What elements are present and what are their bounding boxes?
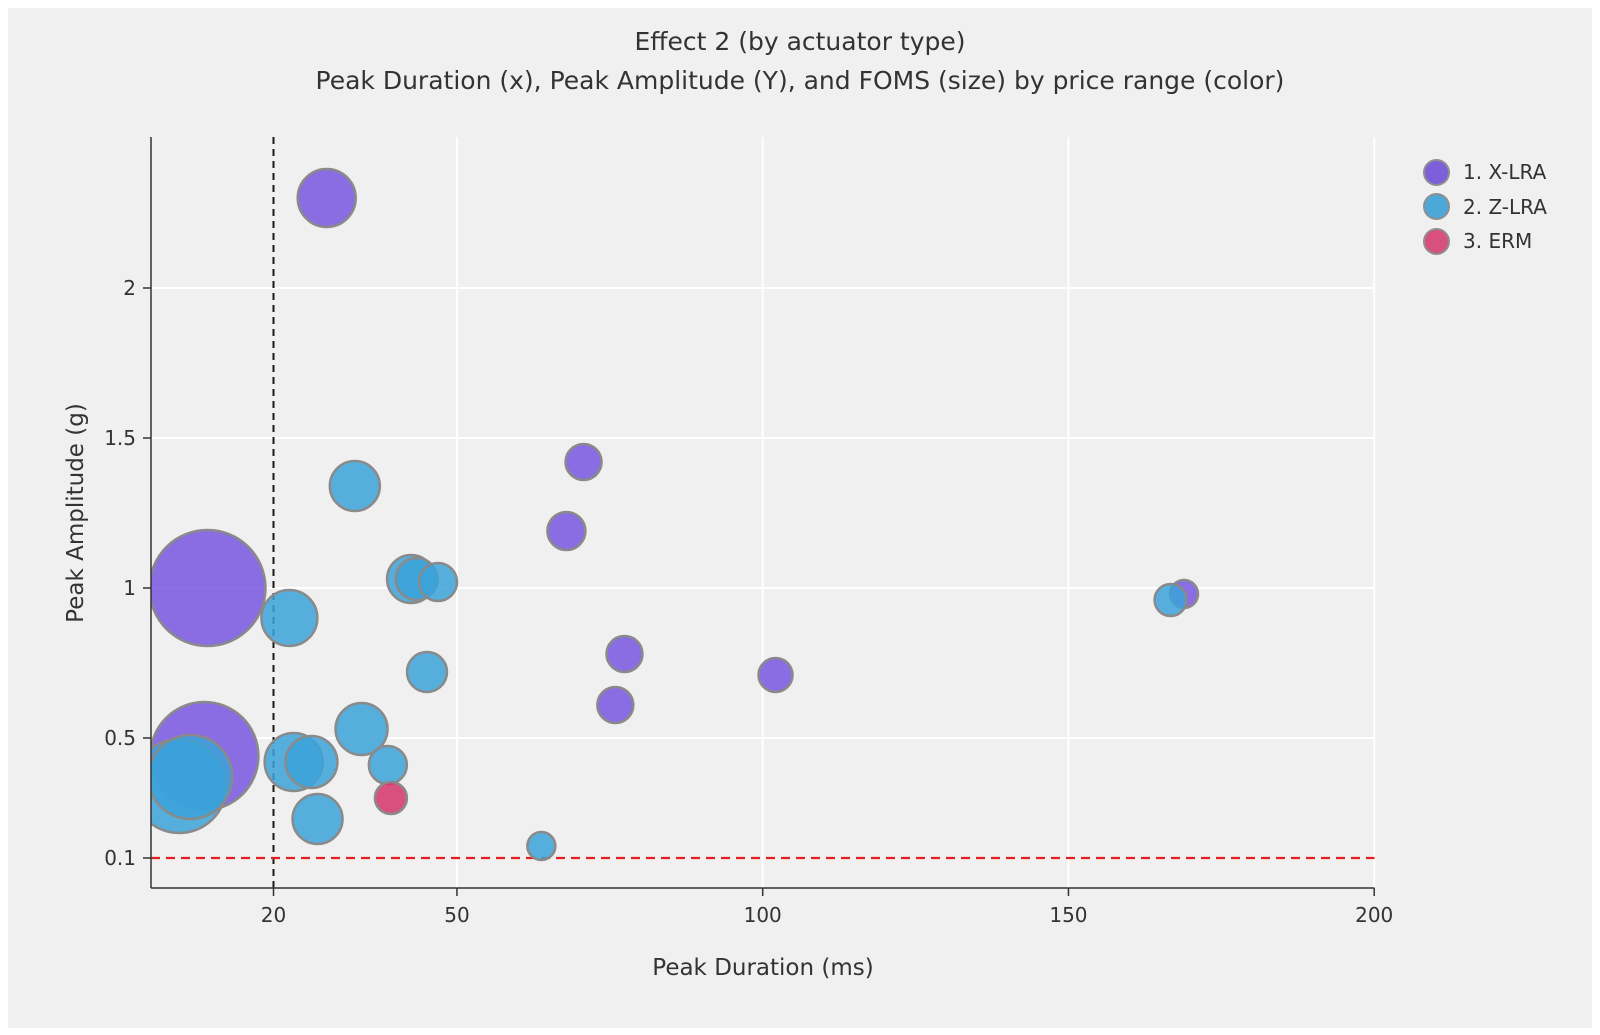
bubble-x-lra[interactable] [757, 656, 794, 694]
bubbles-layer [148, 167, 1200, 862]
bubble-z-lra[interactable] [1153, 582, 1188, 618]
bubble-erm[interactable] [373, 780, 409, 816]
x-tick-label: 150 [1049, 903, 1087, 927]
legend-item-erm[interactable]: 3. ERM [1423, 224, 1547, 259]
legend-marker-z-lra-icon [1423, 193, 1450, 221]
y-tick-label: 2 [123, 276, 136, 300]
x-tick-label: 50 [444, 903, 469, 927]
bubble-x-lra[interactable] [605, 634, 644, 674]
bubble-x-lra[interactable] [564, 442, 603, 482]
x-tick-label: 200 [1355, 903, 1393, 927]
legend-item-z-lra[interactable]: 2. Z-LRA [1423, 190, 1547, 225]
legend-marker-x-lra-icon [1423, 158, 1450, 186]
bubble-x-lra[interactable] [296, 167, 357, 229]
bubble-z-lra[interactable] [291, 792, 344, 846]
bubble-chart-figure: Effect 2 (by actuator type) Peak Duratio… [8, 8, 1592, 1028]
bubble-z-lra[interactable] [405, 650, 449, 694]
x-tick-label: 20 [261, 903, 286, 927]
plot-area: 20 50 100 150 200 2 1.5 1 0.5 0.1 [104, 137, 1393, 927]
bubble-z-lra[interactable] [526, 830, 557, 862]
legend-item-x-lra[interactable]: 1. X-LRA [1423, 155, 1547, 190]
bubble-z-lra[interactable] [148, 733, 234, 821]
bubble-z-lra[interactable] [334, 701, 389, 757]
y-tick-label: 0.5 [104, 726, 136, 750]
bubble-z-lra[interactable] [417, 561, 459, 603]
legend-marker-erm-icon [1423, 227, 1450, 255]
y-tick-label: 0.1 [104, 846, 136, 870]
legend-label: 1. X-LRA [1463, 160, 1547, 185]
x-axis-title: Peak Duration (ms) [652, 955, 874, 981]
bubble-x-lra[interactable] [546, 510, 587, 552]
bubble-x-lra[interactable] [149, 528, 267, 648]
bubble-z-lra[interactable] [328, 459, 382, 513]
bubble-z-lra[interactable] [367, 744, 409, 786]
chart-subtitle: Peak Duration (x), Peak Amplitude (Y), a… [315, 66, 1285, 95]
y-axis-title: Peak Amplitude (g) [63, 403, 89, 623]
legend: 1. X-LRA 2. Z-LRA 3. ERM [1423, 155, 1547, 259]
bubble-z-lra[interactable] [260, 588, 319, 648]
bubble-x-lra[interactable] [596, 685, 635, 725]
legend-label: 2. Z-LRA [1463, 194, 1547, 219]
y-tick-label: 1 [123, 576, 136, 600]
x-tick-label: 100 [744, 903, 782, 927]
chart-title: Effect 2 (by actuator type) [634, 27, 966, 56]
legend-label: 3. ERM [1463, 229, 1533, 254]
y-tick-label: 1.5 [104, 426, 136, 450]
bubble-z-lra[interactable] [284, 734, 339, 790]
